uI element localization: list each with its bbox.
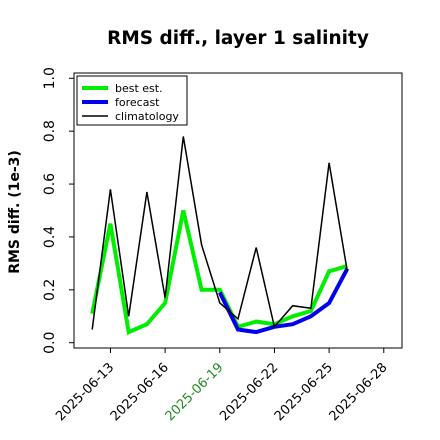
y-axis-ticks: 0.0 0.2 0.4 0.6 0.8 1.0: [42, 67, 74, 354]
y-tick-label: 0.6: [42, 173, 58, 195]
y-tick-label: 1.0: [42, 67, 58, 89]
y-tick-label: 0.4: [42, 226, 58, 248]
series-line-climatology: [91, 136, 349, 330]
legend-label: climatology: [115, 110, 179, 123]
y-tick-label: 0.0: [42, 332, 58, 354]
chart-title: RMS diff., layer 1 salinity: [107, 28, 369, 49]
x-tick-label: 2025-06-28: [327, 360, 391, 424]
legend-label: best est.: [115, 82, 163, 95]
y-tick-label: 0.8: [42, 120, 58, 142]
legend-label: forecast: [115, 96, 160, 109]
series-layer: [90, 136, 350, 335]
series-line-best-est: [90, 210, 348, 335]
y-axis-label: RMS diff. (1e-3): [7, 150, 23, 274]
plot-frame: [73, 72, 403, 349]
series-line-forecast: [218, 267, 350, 335]
x-axis-ticks: 2025-06-132025-06-162025-06-192025-06-22…: [53, 348, 391, 424]
y-tick-label: 0.2: [42, 279, 58, 301]
